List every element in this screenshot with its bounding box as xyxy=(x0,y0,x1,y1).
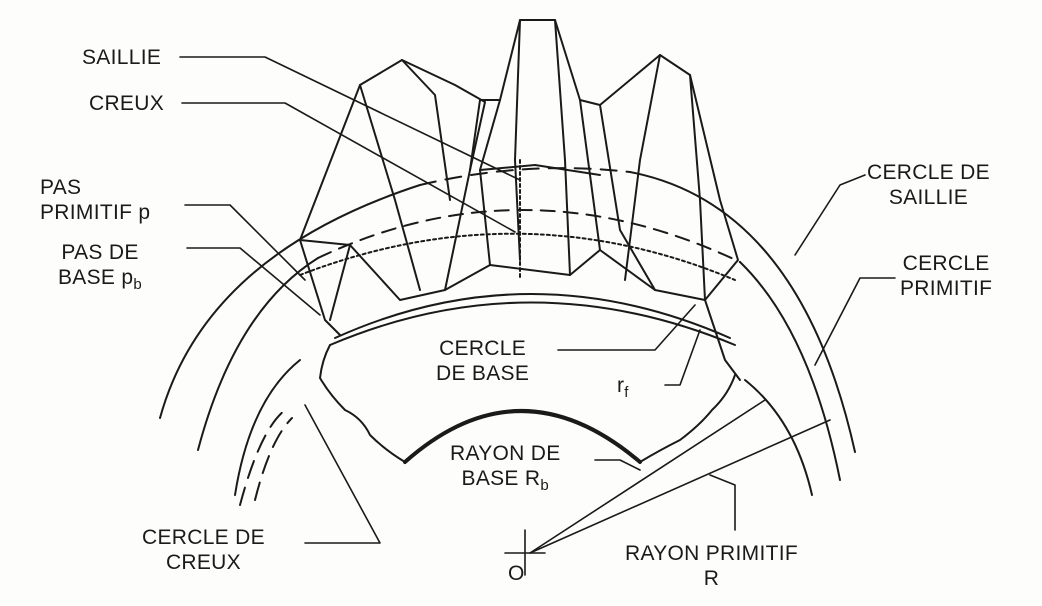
label-cercle-de-saillie: CERCLE DE SAILLIE xyxy=(867,161,990,209)
gear-section-wavy-left xyxy=(319,344,406,463)
dedendum-circle-dashed xyxy=(239,409,286,506)
cercle-de-base-leader xyxy=(557,304,696,351)
pitch-arc-dotted xyxy=(299,232,736,281)
pitch-circle-dashes xyxy=(317,209,741,263)
addendum-circle-dashes xyxy=(419,167,631,186)
gear-teeth xyxy=(299,19,741,381)
radius-line-r xyxy=(529,419,831,554)
gear-section-inner-arc xyxy=(334,293,731,339)
pitch-circle-right-arc xyxy=(739,261,841,481)
base-circle-left-arc xyxy=(234,359,301,496)
label-pas-primitif: PAS PRIMITIF p xyxy=(40,176,151,224)
label-saillie: SAILLIE xyxy=(82,46,162,69)
label-rayon-de-base: RAYON DE BASE Rb xyxy=(450,442,561,495)
saillie-leader xyxy=(179,56,521,181)
gear-section-wavy-right xyxy=(639,374,736,463)
rf-leader xyxy=(664,329,701,386)
label-creux: CREUX xyxy=(89,92,165,115)
gear-section-bottom-arc xyxy=(403,409,642,464)
rayon-de-base-leader xyxy=(594,459,641,471)
gear-section-top-arc xyxy=(329,301,736,346)
label-pas-de-base: PAS DE BASE pb xyxy=(58,241,142,294)
pas-de-base-leader xyxy=(186,247,321,316)
pas-primitif-leader xyxy=(184,204,306,281)
rayon-primitif-leader xyxy=(709,474,736,531)
cercle-de-saillie-leader xyxy=(794,174,866,256)
label-cercle-de-creux: CERCLE DE CREUX xyxy=(142,526,265,574)
pitch-circle-left-arc xyxy=(197,257,319,451)
label-cercle-de-base: CERCLE DE BASE xyxy=(436,337,530,385)
addendum-circle-right-arc xyxy=(629,171,856,453)
cercle-primitif-leader xyxy=(814,277,896,366)
label-origin: O xyxy=(508,562,525,585)
creux-leader xyxy=(181,102,516,233)
cercle-de-creux-leader-1 xyxy=(304,404,381,544)
label-cercle-primitif: CERCLE PRIMITIF xyxy=(900,252,993,300)
addendum-circle-outer-arc xyxy=(159,184,421,419)
leader-lines xyxy=(179,56,896,576)
label-rayon-primitif: RAYON PRIMITIF R xyxy=(625,542,798,590)
label-rf: rf xyxy=(617,374,629,402)
radius-line-rb xyxy=(529,399,766,554)
dedendum-circle-dashed-2 xyxy=(254,417,293,501)
base-circle-right-arc xyxy=(744,379,813,496)
